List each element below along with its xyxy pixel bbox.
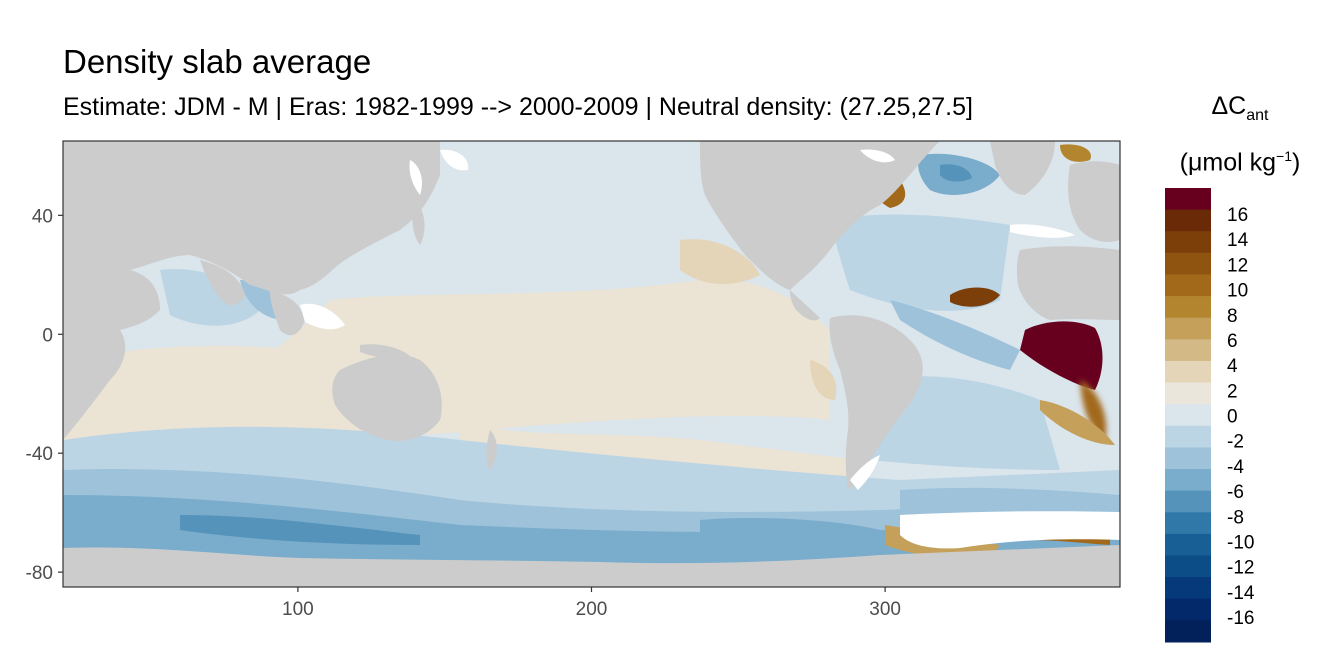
legend-tick-label: -12 [1227,558,1254,579]
land-masses [63,141,1120,587]
weddell-sea-cooling [900,487,1120,515]
y-tick-label: 0 [42,325,53,346]
legend-swatch [1165,231,1211,254]
y-tick-label: -80 [26,563,53,584]
missing-data [300,149,1120,549]
arabian-sea-cooling [160,269,260,326]
ross-sea-cooling [700,518,880,550]
north-atlantic-eddy [950,287,1000,307]
legend-tick-label: -16 [1227,608,1254,629]
legend-swatch [1165,577,1211,600]
east-pacific-patch [810,360,837,400]
legend-swatch [1165,252,1211,275]
legend-swatch [1165,490,1211,513]
y-tick-label: 40 [32,206,53,227]
gulf-of-guinea-fringe [1080,380,1107,440]
new-zealand [486,430,497,470]
legend-tick-label: 4 [1227,356,1238,377]
southeast-asia [270,290,305,336]
chart-subtitle: Estimate: JDM - M | Eras: 1982-1999 --> … [63,93,973,121]
north-america [700,141,940,290]
legend-tick-label: -4 [1227,457,1244,478]
legend-tick-label: 6 [1227,331,1238,352]
legend-swatch [1165,512,1211,535]
new-guinea [360,344,410,359]
legend-swatch [1165,469,1211,492]
greenland [990,141,1055,195]
australia [332,354,442,441]
india-peninsula [200,260,245,306]
legend-tick-label: 2 [1227,381,1238,402]
okhotsk-missing [440,149,469,171]
legend-swatch [1165,209,1211,232]
tropical-atlantic-cooling [890,300,1020,370]
west-africa [1016,246,1120,320]
south-america [829,315,923,490]
legend-swatch [1165,447,1211,470]
indonesia-missing [300,303,345,330]
legend-tick-label: -10 [1227,532,1254,553]
legend-tick-label: 12 [1227,255,1248,276]
arabia-india [63,270,160,330]
legend-tick-label: -6 [1227,482,1244,503]
gulf-of-guinea-anomaly [1020,321,1103,390]
x-tick-label: 200 [576,599,608,620]
legend-title: ΔCant (μmol kg−1) [1160,86,1320,182]
legend-swatch [1165,339,1211,362]
legend-swatch [1165,317,1211,340]
north-pacific-patch [680,239,760,285]
barents-anomaly [1060,144,1091,162]
legend-swatch [1165,404,1211,427]
chart-title: Density slab average [63,43,372,80]
legend-tick-label: 0 [1227,407,1238,428]
legend-swatch [1165,296,1211,319]
indian-ocean-band [63,345,330,445]
antarctica [63,545,1120,587]
legend-tick-label: 8 [1227,306,1238,327]
x-tick-label: 100 [282,599,314,620]
south-atlantic-cooling [870,376,1060,470]
x-tick-label: 300 [869,599,901,620]
asia-europe [63,141,440,295]
legend-tick-label: -14 [1227,583,1255,604]
legend-tick-label: 16 [1227,205,1248,226]
weddell-missing [900,511,1120,549]
legend-title-variable: ΔCant [1211,92,1269,124]
legend-swatch [1165,360,1211,384]
europe [1068,161,1120,242]
legend-swatch [1165,555,1211,578]
legend-swatch [1165,382,1211,405]
mediterranean-missing [1010,224,1075,238]
south-african-plume [1040,400,1115,445]
y-tick-label: -40 [26,444,53,465]
japan [412,200,425,245]
map-panel [63,141,1120,587]
legend-tick-label: 10 [1227,281,1248,302]
legend-swatch [1165,188,1211,211]
southern-ocean-band-4 [180,515,420,545]
south-america-shelf-missing [850,455,880,490]
central-america [790,290,820,321]
hudson-missing [860,149,895,163]
legend-swatch [1165,425,1211,448]
north-atlantic-cooling [830,214,1010,311]
north-pacific-marginal-missing [409,160,422,195]
legend: 16 14 12 10 8 6 4 2 0 -2 -4 -6 -8 -10 -12 -14 -16 [1165,188,1255,643]
legend-tick-label: -2 [1227,432,1244,453]
legend-swatch [1165,533,1211,557]
legend-swatch [1165,274,1211,297]
legend-swatch [1165,598,1211,621]
labrador-core [940,164,972,182]
legend-swatch [1165,620,1211,643]
legend-tick-label: -8 [1227,507,1244,528]
africa [63,330,126,440]
legend-title-unit: (μmol kg−1) [1179,148,1301,177]
legend-tick-label: 14 [1227,230,1249,251]
